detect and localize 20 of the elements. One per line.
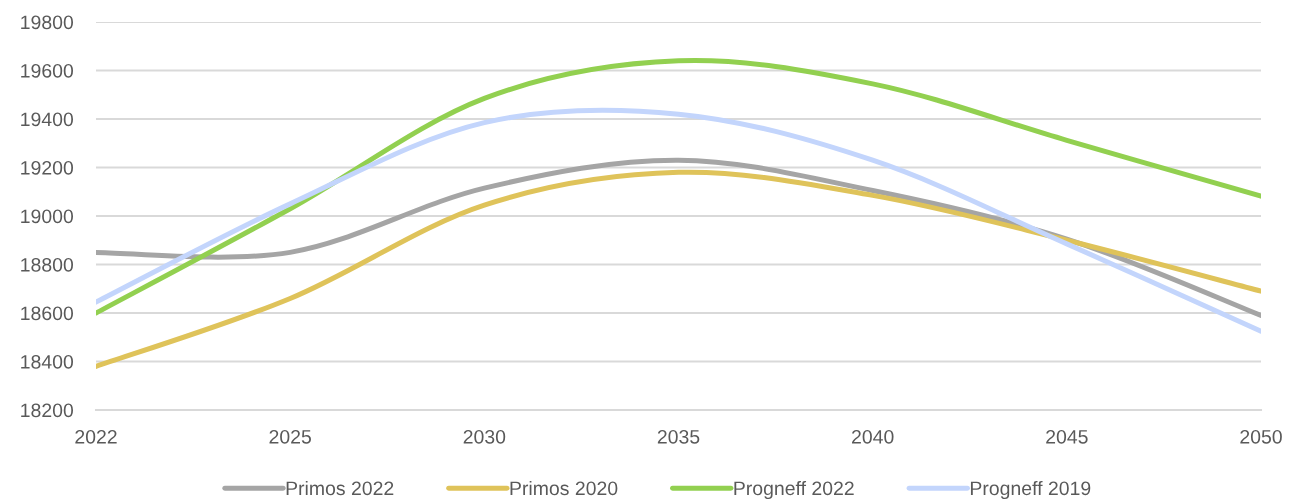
x-tick-label: 2050 [1240, 429, 1282, 444]
x-tick-label: 2022 [75, 429, 117, 444]
y-tick-label: 19200 [21, 160, 74, 175]
x-tick-label: 2030 [463, 429, 506, 444]
y-tick-label: 18400 [21, 354, 74, 369]
y-tick-label: 19400 [21, 112, 74, 127]
legend-label: Primos 2022 [286, 480, 394, 496]
y-tick-label: 18800 [21, 257, 74, 272]
x-tick-label: 2035 [657, 429, 700, 444]
y-tick-label: 18200 [21, 403, 74, 418]
legend-label: Primos 2020 [510, 480, 618, 496]
y-tick-label: 18600 [21, 306, 74, 321]
x-tick-label: 2045 [1046, 429, 1088, 444]
y-tick-label: 19000 [21, 209, 74, 224]
y-tick-label: 19800 [21, 15, 74, 30]
legend-label: Progneff 2019 [970, 480, 1091, 500]
x-tick-label: 2025 [269, 429, 311, 444]
y-tick-label: 19600 [21, 63, 74, 78]
legend-label: Progneff 2022 [734, 480, 854, 500]
x-tick-label: 2040 [852, 429, 894, 444]
